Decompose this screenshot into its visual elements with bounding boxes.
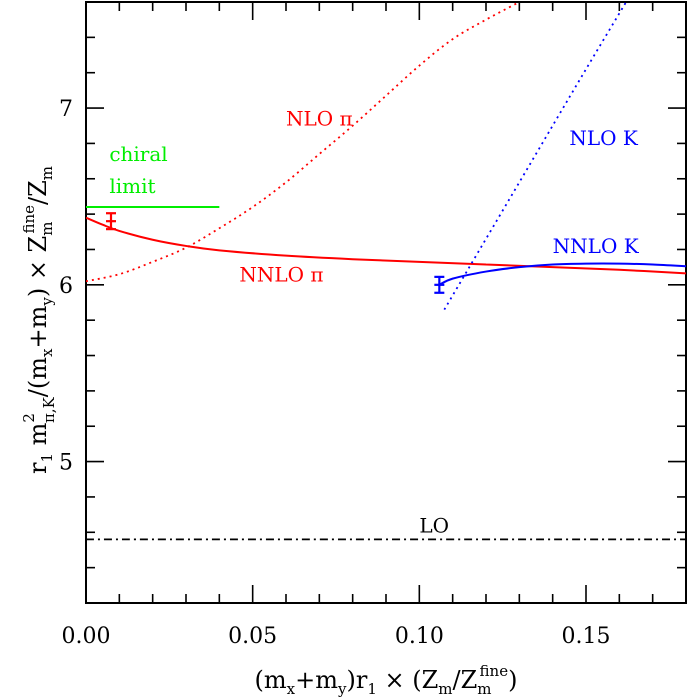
series-line-nlo-k [443,2,628,311]
points-layer [106,212,445,294]
tick-labels: 0.00 0.05 0.10 0.15 5 6 7 [59,97,610,649]
annotation-nlo: NLO π [286,107,353,131]
series-line-nnlo [86,216,686,275]
annotations-layer: NLO π NNLO π NLO K NNLO K chiral limit LO [109,107,639,538]
data-point-π [106,212,116,231]
y-tick-label: 5 [59,451,73,476]
x-axis-title: (mx+my)r1 × (Zm/Zmfine) [255,662,518,698]
series-line-nnlo-k [438,262,686,286]
y-tick-label: 7 [59,97,73,122]
y-axis-title: r1 m2 π,K/(mx+my) × Zmfine/Zm [20,166,58,474]
annotation-nnlo: NNLO π [239,262,323,286]
x-tick-label: 0.15 [562,624,611,649]
ticks [85,1,687,604]
y-tick-label: 6 [59,274,73,299]
annotation-nlo-k: NLO K [569,126,639,150]
x-tick-label: 0.10 [395,624,444,649]
x-tick-label: 0.05 [228,624,277,649]
annotation-nnlo-k: NNLO K [553,234,640,258]
annotation-lo: LO [419,513,449,537]
annotation-limit: limit [109,174,155,198]
series-layer [86,2,686,541]
annotation-chiral: chiral [109,142,167,166]
plot-frame [85,1,687,604]
series-line-nlo [86,2,520,283]
data-point-k [434,275,445,294]
x-tick-label: 0.00 [62,624,111,649]
